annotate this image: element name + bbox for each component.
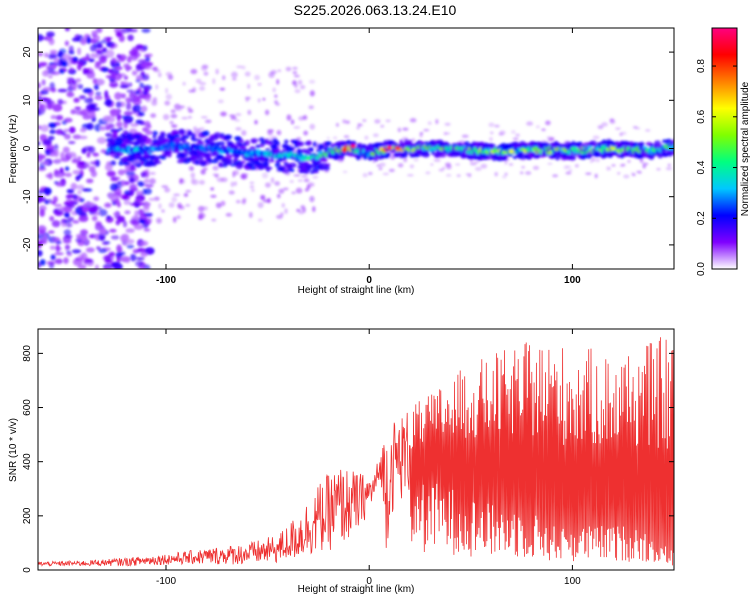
colorbar-tick-label: 0.2	[696, 211, 707, 225]
figure-title: S225.2026.063.13.24.E10	[293, 2, 457, 18]
snr-y-label: SNR (10 * v/v)	[8, 418, 19, 482]
colorbar-tick-label: 0.6	[696, 109, 707, 123]
colorbar: 0.0 0.2 0.4 0.6 0.8 Normalized spectral ampl…	[696, 27, 750, 276]
colorbar-label: Normalized spectral amplitude	[740, 81, 750, 216]
snr-x-label: Height of straight line (km)	[298, 584, 415, 595]
colorbar-gradient	[711, 27, 738, 270]
y-tick-label: 20	[22, 46, 33, 58]
colorbar-tick-label: 0.4	[696, 160, 707, 174]
y-tick-label: -10	[22, 189, 33, 204]
x-tick-label: 100	[564, 275, 581, 286]
spectrogram-image	[38, 28, 674, 269]
y-tick-label: 0	[22, 567, 33, 573]
x-tick-label: 0	[366, 275, 372, 286]
y-tick-label: 10	[22, 94, 33, 106]
colorbar-tick-label: 0.8	[696, 59, 707, 73]
snr-frame	[37, 328, 675, 571]
x-tick-label: 0	[366, 576, 372, 587]
snr-series-line	[38, 337, 674, 567]
y-tick-label: 600	[22, 399, 33, 416]
snr-y-axis: 0 200 400 600 800	[22, 345, 674, 573]
x-tick-label: 100	[564, 576, 581, 587]
y-tick-label: 200	[22, 507, 33, 524]
spectrogram-y-label: Frequency (Hz)	[8, 115, 19, 184]
spectrogram-x-label: Height of straight line (km)	[298, 285, 415, 296]
x-tick-label: -100	[156, 576, 176, 587]
x-tick-label: -100	[156, 275, 176, 286]
colorbar-tick-label: 0.0	[696, 262, 707, 276]
y-tick-label: 400	[22, 453, 33, 470]
y-tick-label: 0	[22, 145, 33, 151]
y-tick-label: -20	[22, 237, 33, 252]
spectrogram-y-axis: -20 -10 0 10 20	[22, 46, 674, 252]
snr-x-axis: -100 0 100	[156, 329, 581, 587]
y-tick-label: 800	[22, 345, 33, 362]
snr-panel: -100 0 100 0 200 400 600 800 Height of straigh…	[8, 328, 675, 595]
colorbar-ticks: 0.0 0.2 0.4 0.6 0.8	[696, 59, 737, 276]
spectrogram-x-axis: -100 0 100	[156, 28, 581, 286]
